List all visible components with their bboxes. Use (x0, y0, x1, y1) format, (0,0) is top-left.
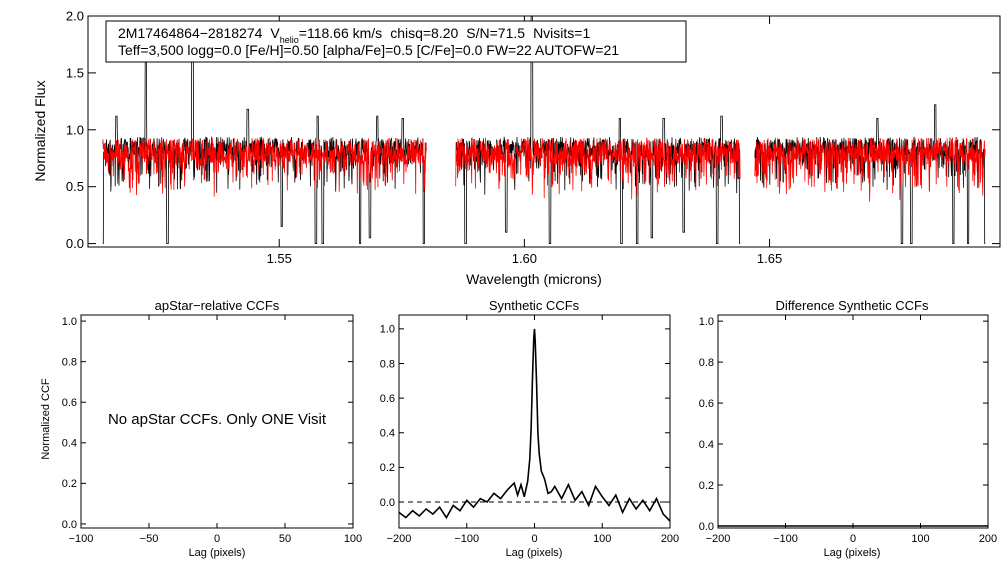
nvisits-value: Nvisits=1 (533, 25, 590, 41)
apstar-ccf-x-ticks: −100 −50 0 50 100 (69, 315, 362, 545)
spectrum-y-tick-label: 0.5 (66, 179, 84, 194)
synthetic-ccf-y-tick-label: 0.4 (380, 428, 395, 440)
difference-ccf-x-axis-label: Lag (pixels) (824, 547, 881, 559)
observed-spectrum-line-chip-2 (455, 15, 741, 244)
apstar-ccf-x-tick-label: 0 (214, 533, 220, 545)
difference-ccf-x-tick-label: 100 (911, 533, 929, 545)
difference-ccf-x-tick-label: −100 (773, 533, 798, 545)
apstar-ccf-message: No apStar CCFs. Only ONE Visit (108, 411, 327, 428)
apstar-ccf-panel: apStar−relative CCFs 0.00.20.40.60.81.0 … (40, 298, 362, 559)
spectrum-info-line-2: Teff=3,500 logg=0.0 [Fe/H]=0.50 [alpha/F… (118, 42, 619, 58)
synthetic-ccf-y-tick-label: 0.0 (380, 497, 395, 509)
synthetic-ccf-x-tick-label: 200 (661, 533, 679, 545)
spectrum-x-ticks: 1.55 1.60 1.65 (267, 16, 782, 266)
spectrum-info-box (105, 20, 687, 63)
spectrum-x-axis-label: Wavelength (microns) (466, 271, 602, 287)
difference-ccf-y-tick-label: 0.8 (699, 357, 714, 369)
v-helio-value: =118.66 km/s (299, 25, 382, 41)
apstar-ccf-y-tick-label: 0.2 (62, 478, 77, 490)
spectrum-info-line-1: 2M17464864−2818274 Vhelio=118.66 km/s chis… (118, 25, 590, 45)
star-id: 2M17464864−2818274 (118, 25, 263, 41)
difference-ccf-x-tick-label: 0 (850, 533, 856, 545)
difference-ccf-y-ticks: 0.0 0.2 0.4 0.6 0.8 1.0 (699, 316, 988, 533)
synthetic-ccf-plot-frame (398, 314, 671, 529)
synthetic-ccf-y-tick-label: 0.2 (380, 462, 395, 474)
v-helio-symbol: V (270, 25, 280, 41)
synthetic-spectrum-line-chip-2 (455, 137, 741, 200)
apstar-ccf-x-axis-label: Lag (pixels) (189, 547, 246, 559)
difference-ccf-title: Difference Synthetic CCFs (776, 298, 929, 313)
synthetic-ccf-y-tick-label: 1.0 (380, 324, 395, 336)
apstar-ccf-y-tick-label: 0.4 (62, 438, 77, 450)
difference-ccf-y-tick-label: 0.2 (699, 480, 714, 492)
difference-ccf-x-tick-label: 200 (979, 533, 997, 545)
synthetic-ccf-x-axis-label: Lag (pixels) (506, 547, 563, 559)
difference-ccf-y-tick-label: 0.0 (699, 521, 714, 533)
spectrum-y-tick-label: 1.0 (66, 122, 84, 137)
synthetic-ccf-y-ticks: 0.0 0.2 0.4 0.6 0.8 1.0 (380, 324, 670, 509)
synthetic-ccf-x-ticks: −200 −100 0 100 200 (387, 315, 679, 545)
spectrum-traces (102, 15, 986, 244)
difference-ccf-x-ticks: −200 −100 0 100 200 (706, 315, 997, 545)
synthetic-ccf-x-tick-label: 0 (531, 533, 537, 545)
apstar-ccf-y-axis-label: Normalized CCF (40, 378, 52, 460)
apstar-ccf-x-tick-label: 50 (279, 533, 291, 545)
synthetic-ccf-title: Synthetic CCFs (489, 298, 580, 313)
spectrum-plot-frame (87, 15, 1001, 248)
synthetic-ccf-traces (398, 328, 671, 522)
spectrum-x-tick-label: 1.55 (267, 251, 292, 266)
spectrum-y-tick-label: 2.0 (66, 9, 84, 24)
synthetic-ccf-panel: Synthetic CCFs 0.0 0.2 0.4 0.6 0.8 1.0 −200 −1… (380, 298, 679, 559)
apstar-ccf-x-tick-label: −50 (140, 533, 159, 545)
spectrum-panel: 0.0 0.5 1.0 1.5 2.0 1.55 1.60 1.65 Normalized … (32, 9, 1001, 287)
synthetic-ccf-y-tick-label: 0.8 (380, 358, 395, 370)
apstar-ccf-y-tick-label: 0.8 (62, 357, 77, 369)
chisq-value: chisq=8.20 (390, 25, 458, 41)
apstar-ccf-title: apStar−relative CCFs (155, 298, 280, 313)
v-helio-subscript: helio (280, 35, 299, 45)
synthetic-ccf-x-tick-label: −200 (387, 533, 412, 545)
spectrum-y-tick-label: 1.5 (66, 65, 84, 80)
synthetic-ccf-line (398, 328, 671, 522)
synthetic-spectrum-line-chip-1 (102, 137, 427, 197)
difference-ccf-x-tick-label: −200 (706, 533, 731, 545)
spectrum-y-ticks: 0.0 0.5 1.0 1.5 2.0 (66, 9, 1000, 251)
difference-ccf-panel: Difference Synthetic CCFs 0.00.20.40.60.… (699, 298, 997, 559)
difference-ccf-plot-frame (717, 314, 989, 529)
spectrum-y-axis-label: Normalized Flux (32, 80, 48, 181)
spectrum-y-tick-label: 0.0 (66, 236, 84, 251)
apstar-ccf-y-tick-label: 1.0 (62, 316, 77, 328)
spectrum-x-tick-label: 1.65 (757, 251, 782, 266)
snr-value: S/N=71.5 (466, 25, 525, 41)
synthetic-ccf-x-tick-label: 100 (593, 533, 611, 545)
difference-ccf-y-tick-label: 1.0 (699, 316, 714, 328)
apstar-ccf-y-tick-label: 0.6 (62, 397, 77, 409)
apstar-ccf-x-tick-label: 100 (344, 533, 362, 545)
difference-ccf-y-tick-label: 0.4 (699, 439, 714, 451)
apstar-ccf-y-ticks: 0.0 0.2 0.4 0.6 0.8 1.0 (62, 316, 353, 531)
difference-ccf-y-tick-label: 0.6 (699, 398, 714, 410)
synthetic-ccf-y-tick-label: 0.6 (380, 393, 395, 405)
synthetic-ccf-x-tick-label: −100 (454, 533, 479, 545)
synthetic-spectrum-line-chip-3 (754, 137, 986, 202)
spectrum-x-tick-label: 1.60 (512, 251, 537, 266)
apstar-ccf-y-tick-label: 0.0 (62, 519, 77, 531)
apstar-ccf-x-tick-label: −100 (69, 533, 94, 545)
